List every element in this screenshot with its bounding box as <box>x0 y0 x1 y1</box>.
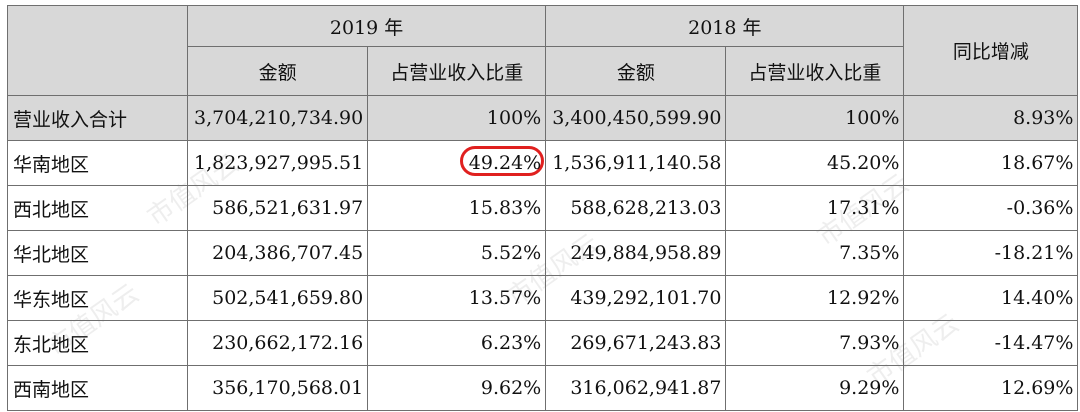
table-row: 东北地区 230,662,172.16 6.23% 269,671,243.83… <box>7 320 1079 366</box>
header-share-2018: 占营业收入比重 <box>725 46 905 96</box>
table-row: 华北地区 204,386,707.45 5.52% 249,884,958.89… <box>7 230 1079 276</box>
revenue-by-region-table: 2019 年 2018 年 同比增减 金额 占营业收入比重 金额 占营业收入比重… <box>7 5 1079 411</box>
cell-share-2018: 7.35% <box>725 230 905 276</box>
cell-yoy: 12.69% <box>903 365 1079 411</box>
cell-amount-2018: 249,884,958.89 <box>545 230 727 276</box>
table-row: 华东地区 502,541,659.80 13.57% 439,292,101.7… <box>7 275 1079 321</box>
table-row: 西南地区 356,170,568.01 9.62% 316,062,941.87… <box>7 365 1079 411</box>
cell-yoy: -18.21% <box>903 230 1079 276</box>
cell-amount-2018: 269,671,243.83 <box>545 320 727 366</box>
cell-share-2019-highlighted: 49.24% <box>367 140 547 186</box>
cell-share-2019: 6.23% <box>367 320 547 366</box>
table-row: 西北地区 586,521,631.97 15.83% 588,628,213.0… <box>7 185 1079 231</box>
cell-share-2018: 12.92% <box>725 275 905 321</box>
cell-amount-2019: 356,170,568.01 <box>186 365 369 411</box>
cell-share-2019: 100% <box>367 95 547 141</box>
cell-share-2018: 7.93% <box>725 320 905 366</box>
cell-share-2019: 9.62% <box>367 365 547 411</box>
cell-share-2019: 13.57% <box>367 275 547 321</box>
header-amount-2019: 金额 <box>186 46 369 96</box>
header-row-metrics: 金额 占营业收入比重 金额 占营业收入比重 <box>8 46 1078 96</box>
table-row: 华南地区 1,823,927,995.51 49.24% 1,536,911,1… <box>7 140 1079 186</box>
cell-share-2019-value: 49.24% <box>468 152 542 174</box>
table-wrapper: 2019 年 2018 年 同比增减 金额 占营业收入比重 金额 占营业收入比重… <box>7 5 1079 411</box>
cell-amount-2019: 1,823,927,995.51 <box>186 140 369 186</box>
cell-region: 华北地区 <box>7 230 188 276</box>
table-row-total: 营业收入合计 3,704,210,734.90 100% 3,400,450,5… <box>7 95 1079 141</box>
cell-yoy: 18.67% <box>903 140 1079 186</box>
cell-region: 营业收入合计 <box>7 95 188 141</box>
cell-share-2018: 9.29% <box>725 365 905 411</box>
cell-amount-2019: 586,521,631.97 <box>186 185 369 231</box>
header-yoy: 同比增减 <box>903 5 1079 96</box>
red-circle-highlight <box>460 146 545 176</box>
header-year-2019: 2019 年 <box>186 5 547 47</box>
cell-amount-2019: 230,662,172.16 <box>186 320 369 366</box>
cell-share-2019: 15.83% <box>367 185 547 231</box>
cell-share-2018: 100% <box>725 95 905 141</box>
cell-amount-2018: 3,400,450,599.90 <box>545 95 727 141</box>
cell-share-2018: 45.20% <box>725 140 905 186</box>
cell-region: 华东地区 <box>7 275 188 321</box>
cell-share-2019: 5.52% <box>367 230 547 276</box>
header-region-blank <box>7 5 188 96</box>
header-amount-2018: 金额 <box>545 46 727 96</box>
cell-region: 西北地区 <box>7 185 188 231</box>
cell-yoy: 14.40% <box>903 275 1079 321</box>
cell-amount-2018: 588,628,213.03 <box>545 185 727 231</box>
cell-amount-2019: 502,541,659.80 <box>186 275 369 321</box>
cell-yoy: 8.93% <box>903 95 1079 141</box>
header-share-2019: 占营业收入比重 <box>367 46 547 96</box>
cell-yoy: -0.36% <box>903 185 1079 231</box>
cell-amount-2019: 3,704,210,734.90 <box>186 95 369 141</box>
cell-amount-2018: 1,536,911,140.58 <box>545 140 727 186</box>
cell-yoy: -14.47% <box>903 320 1079 366</box>
cell-share-2018: 17.31% <box>725 185 905 231</box>
cell-region: 华南地区 <box>7 140 188 186</box>
cell-amount-2018: 439,292,101.70 <box>545 275 727 321</box>
cell-region: 西南地区 <box>7 365 188 411</box>
cell-amount-2019: 204,386,707.45 <box>186 230 369 276</box>
cell-amount-2018: 316,062,941.87 <box>545 365 727 411</box>
cell-region: 东北地区 <box>7 320 188 366</box>
header-row-years: 2019 年 2018 年 同比增减 <box>7 5 1079 96</box>
header-year-2018: 2018 年 <box>545 5 905 47</box>
